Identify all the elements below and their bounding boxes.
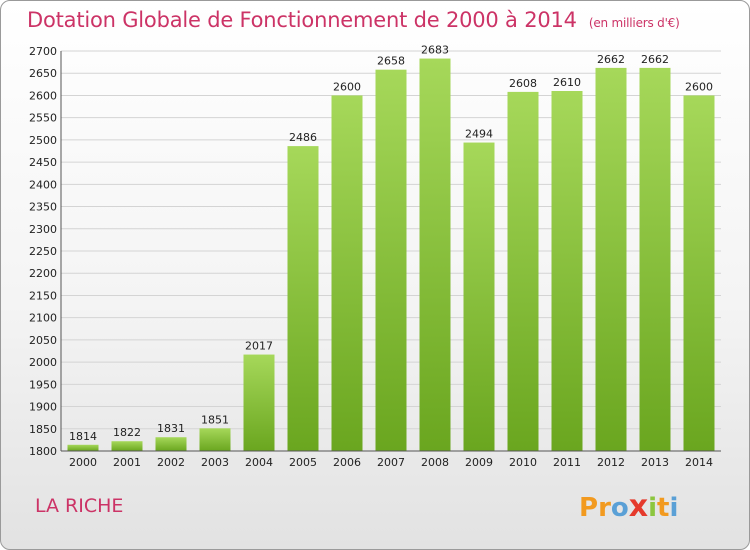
data-label: 2662 bbox=[597, 53, 625, 66]
y-tick-label: 2400 bbox=[29, 178, 57, 191]
x-tick-label: 2004 bbox=[245, 456, 273, 469]
data-label: 2658 bbox=[377, 55, 405, 68]
bar bbox=[67, 444, 99, 451]
chart-subtitle: (en milliers d'€) bbox=[588, 16, 680, 30]
title-text: Dotation Globale de Fonctionnement de 20… bbox=[27, 8, 577, 32]
x-tick-label: 2011 bbox=[553, 456, 581, 469]
x-tick-label: 2010 bbox=[509, 456, 537, 469]
bar bbox=[419, 58, 451, 452]
x-tick-label: 2012 bbox=[597, 456, 625, 469]
x-tick-label: 2002 bbox=[157, 456, 185, 469]
y-tick-label: 2700 bbox=[29, 45, 57, 58]
logo-letter: i bbox=[669, 493, 679, 523]
bar bbox=[287, 146, 319, 451]
data-label: 2608 bbox=[509, 77, 537, 90]
chart-title: Dotation Globale de Fonctionnement de 20… bbox=[27, 8, 680, 32]
y-tick-label: 2250 bbox=[29, 245, 57, 258]
y-tick-label: 2200 bbox=[29, 267, 57, 280]
x-tick-label: 2006 bbox=[333, 456, 361, 469]
logo-letter: P bbox=[579, 493, 599, 523]
x-tick-label: 2001 bbox=[113, 456, 141, 469]
y-tick-label: 2100 bbox=[29, 312, 57, 325]
bar bbox=[111, 441, 143, 451]
y-tick-label: 2650 bbox=[29, 67, 57, 80]
data-label: 1851 bbox=[201, 413, 229, 426]
y-tick-label: 1950 bbox=[29, 378, 57, 391]
x-tick-label: 2000 bbox=[69, 456, 97, 469]
logo-letter: t bbox=[657, 493, 670, 523]
bar bbox=[639, 67, 671, 451]
y-tick-label: 2600 bbox=[29, 89, 57, 102]
commune-name: LA RICHE bbox=[35, 495, 124, 517]
y-tick-label: 1850 bbox=[29, 423, 57, 436]
bar bbox=[683, 95, 715, 451]
logo-letter: x bbox=[628, 489, 649, 524]
bar bbox=[331, 95, 363, 451]
y-tick-label: 1900 bbox=[29, 401, 57, 414]
x-tick-label: 2014 bbox=[685, 456, 713, 469]
bar bbox=[375, 69, 407, 452]
data-label: 2486 bbox=[289, 131, 317, 144]
y-tick-label: 2350 bbox=[29, 201, 57, 214]
data-label: 2662 bbox=[641, 53, 669, 66]
bar bbox=[199, 428, 231, 451]
x-tick-label: 2013 bbox=[641, 456, 669, 469]
x-tick-label: 2007 bbox=[377, 456, 405, 469]
proxiti-logo: Proxiti bbox=[579, 489, 678, 524]
data-label: 1831 bbox=[157, 422, 185, 435]
logo-letter: r bbox=[598, 493, 611, 523]
data-label: 2494 bbox=[465, 128, 493, 141]
x-tick-label: 2003 bbox=[201, 456, 229, 469]
y-tick-label: 2450 bbox=[29, 156, 57, 169]
logo-letter: o bbox=[610, 493, 629, 523]
data-label: 1814 bbox=[69, 430, 97, 443]
y-tick-label: 1800 bbox=[29, 445, 57, 458]
bar bbox=[155, 437, 187, 451]
data-label: 1822 bbox=[113, 426, 141, 439]
x-tick-label: 2009 bbox=[465, 456, 493, 469]
data-label: 2017 bbox=[245, 340, 273, 353]
bar bbox=[243, 354, 275, 451]
data-label: 2600 bbox=[685, 80, 713, 93]
y-tick-label: 2500 bbox=[29, 134, 57, 147]
bar bbox=[507, 91, 539, 451]
y-tick-label: 2150 bbox=[29, 289, 57, 302]
logo-letter: i bbox=[648, 493, 658, 523]
bar bbox=[551, 91, 583, 451]
x-tick-label: 2005 bbox=[289, 456, 317, 469]
bar bbox=[595, 67, 627, 451]
data-label: 2610 bbox=[553, 76, 581, 89]
y-tick-label: 2000 bbox=[29, 356, 57, 369]
y-tick-label: 2300 bbox=[29, 223, 57, 236]
data-label: 2600 bbox=[333, 80, 361, 93]
y-tick-label: 2050 bbox=[29, 334, 57, 347]
bar bbox=[463, 142, 495, 452]
x-tick-label: 2008 bbox=[421, 456, 449, 469]
data-label: 2683 bbox=[421, 44, 449, 57]
y-tick-label: 2550 bbox=[29, 112, 57, 125]
